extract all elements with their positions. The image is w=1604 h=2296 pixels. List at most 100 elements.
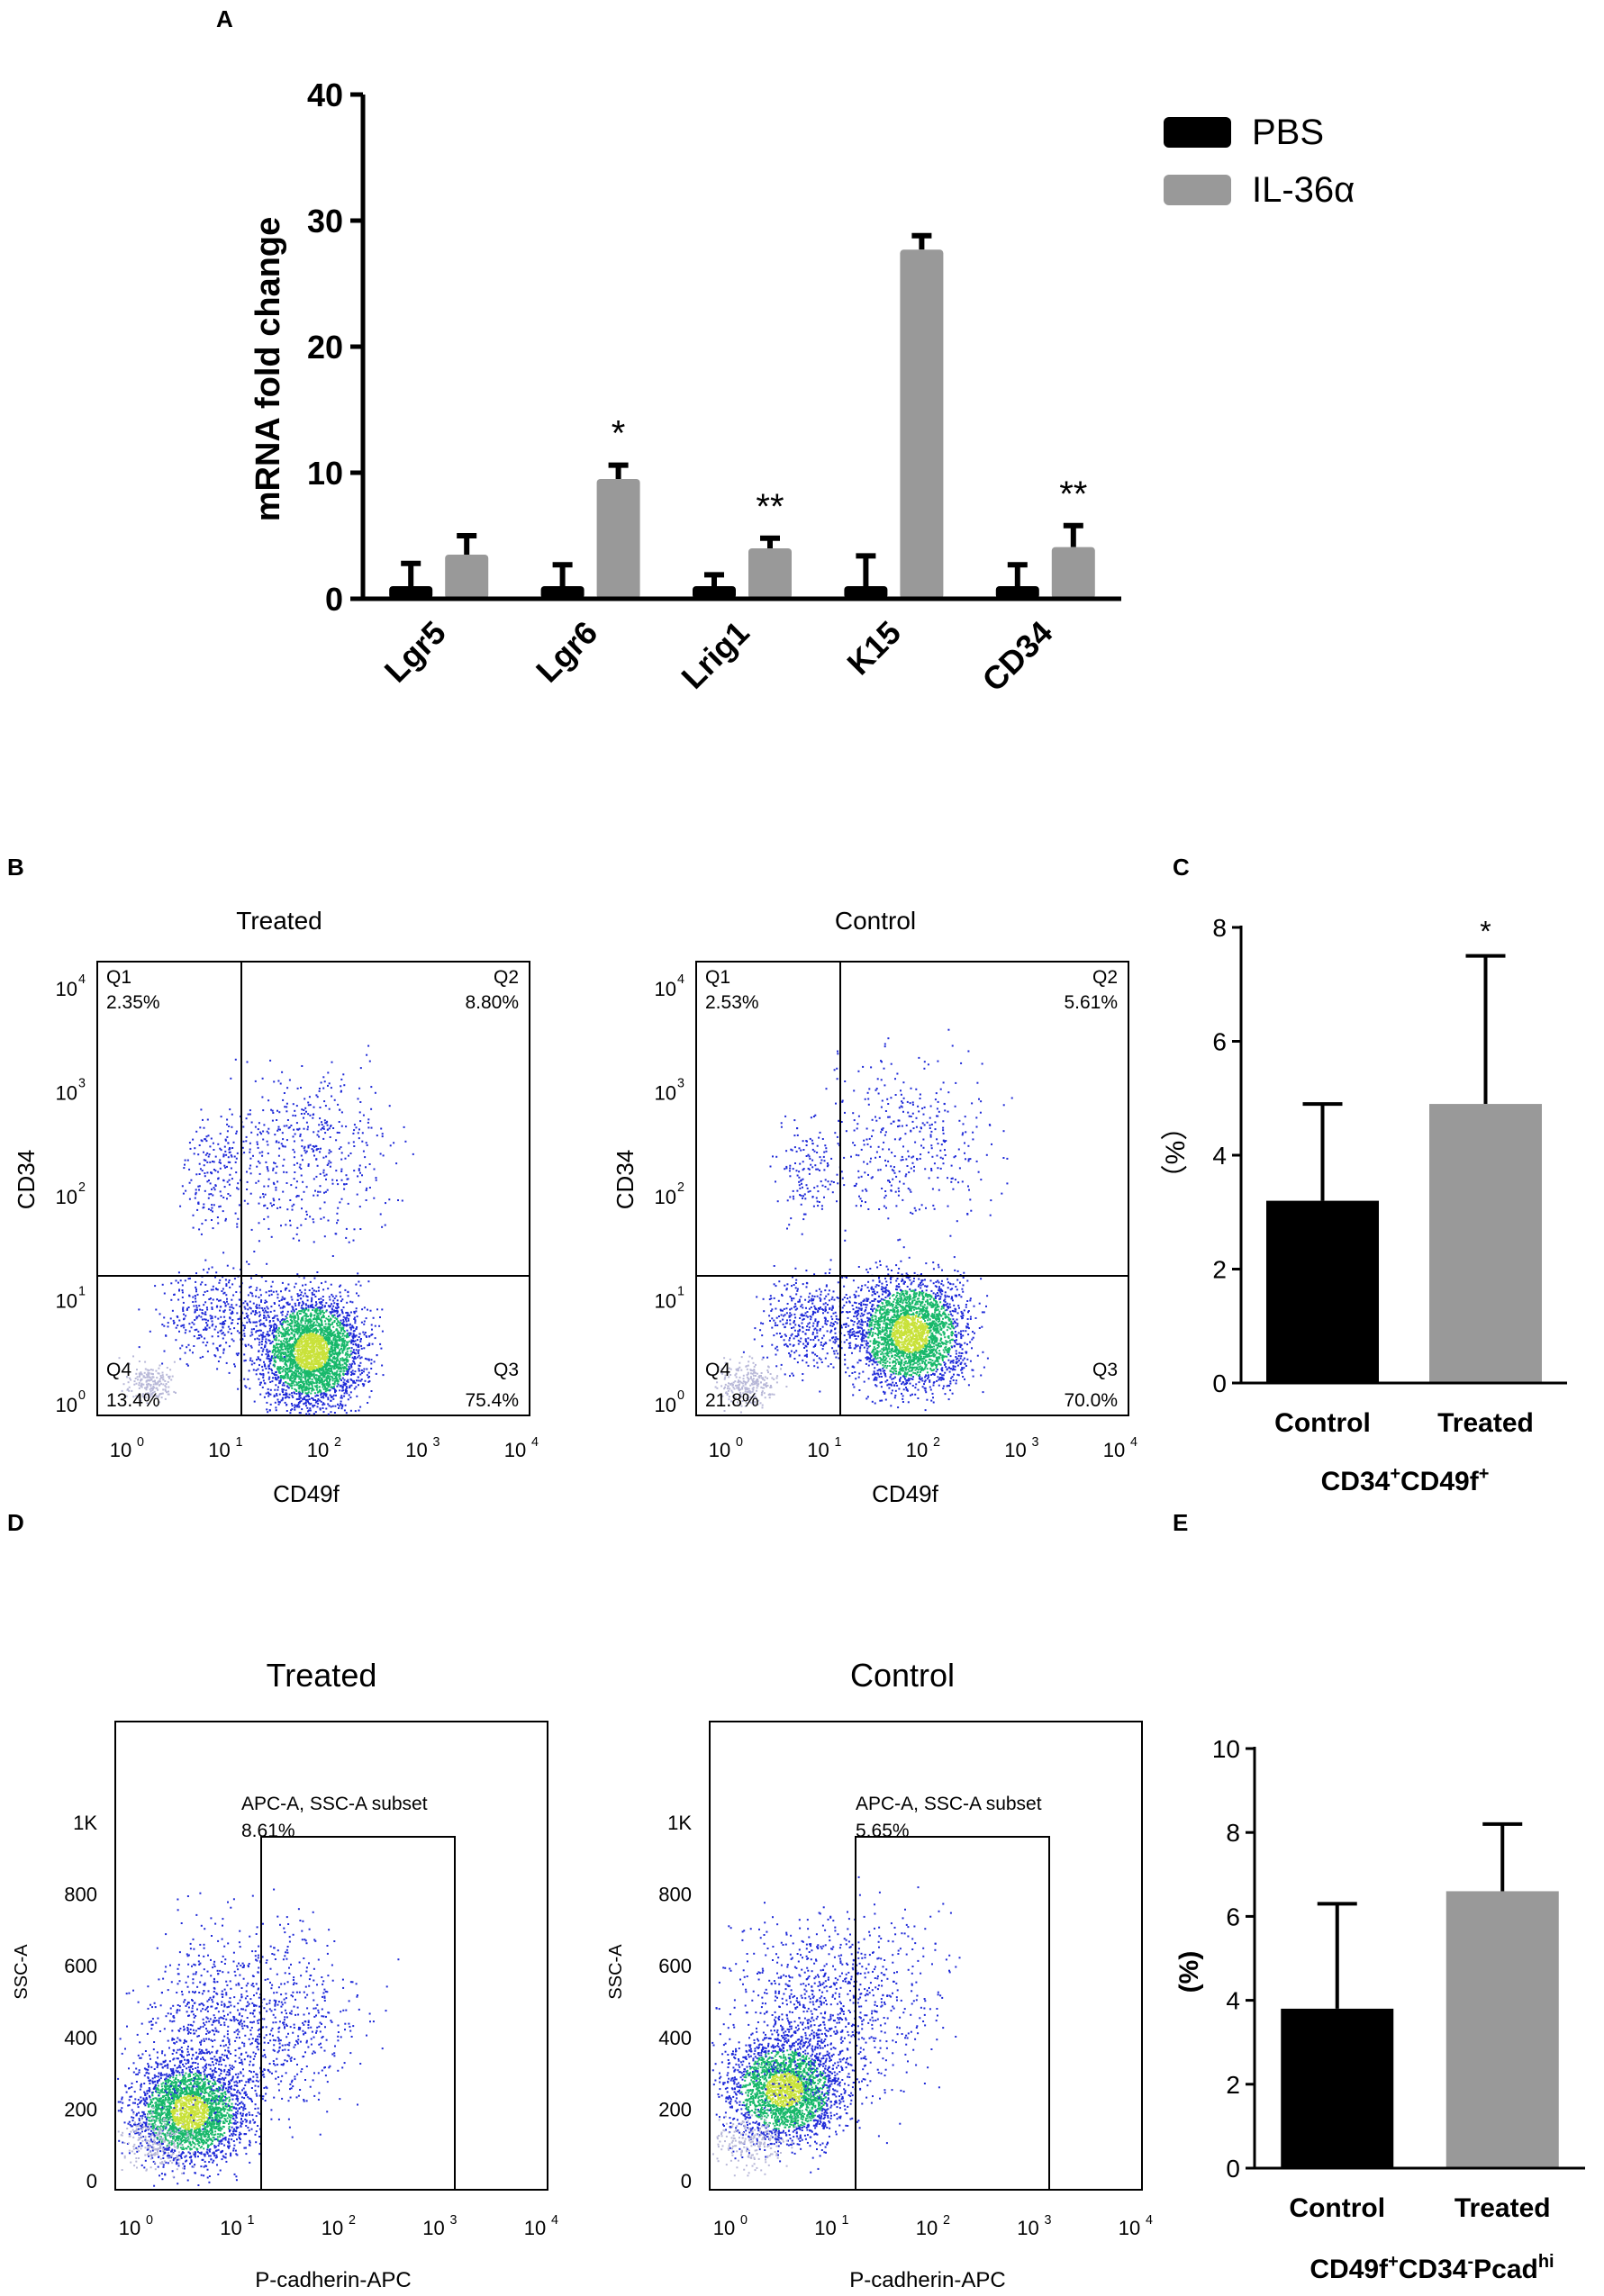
flow-event-dot <box>260 1341 263 1342</box>
flow-event-dot <box>271 1317 274 1320</box>
flow-event-dot <box>359 1340 362 1342</box>
flow-event-dot <box>326 1336 329 1339</box>
flow-event-dot <box>286 1326 289 1329</box>
flow-event-dot <box>258 1338 260 1341</box>
flow-event-dot <box>336 1212 339 1215</box>
flow-event-dot <box>285 1338 288 1341</box>
flow-event-dot <box>227 1193 230 1195</box>
flow-event-dot <box>349 1385 351 1388</box>
flow-event-dot <box>159 1313 161 1315</box>
flow-event-dot <box>248 1263 250 1266</box>
flow-event-dot <box>313 1194 315 1197</box>
flow-event-dot <box>895 1285 898 1288</box>
flow-event-dot <box>281 1306 284 1309</box>
flow-event-dot <box>270 1235 273 1238</box>
flow-event-dot <box>273 1199 276 1202</box>
flow-event-dot <box>322 1334 324 1337</box>
flow-event-dot <box>304 1378 307 1379</box>
flow-event-dot <box>276 1207 279 1209</box>
flow-event-dot <box>184 1163 186 1166</box>
flow-event-dot <box>354 1322 357 1324</box>
flow-event-dot <box>329 1339 331 1342</box>
flow-event-dot <box>186 1346 188 1349</box>
flow-event-dot <box>324 1335 327 1338</box>
flow-event-dot <box>300 1351 303 1354</box>
flow-event-dot <box>282 1332 285 1334</box>
flow-event-dot <box>297 1327 300 1330</box>
flow-event-dot <box>276 1395 278 1397</box>
flow-event-dot <box>397 1199 399 1201</box>
flow-event-dot <box>323 1358 326 1360</box>
flow-event-dot <box>362 1385 365 1388</box>
flow-event-dot <box>268 1294 271 1297</box>
flow-event-dot <box>184 1279 186 1282</box>
flow-event-dot <box>262 1109 265 1112</box>
flow-event-dot <box>294 1324 296 1326</box>
flow-event-dot <box>343 1360 346 1362</box>
flow-event-dot <box>309 1114 312 1116</box>
flow-event-dot <box>335 1377 338 1379</box>
flow-event-dot <box>327 1369 330 1370</box>
flow-event-dot <box>300 1373 303 1376</box>
flow-event-dot <box>313 1364 315 1367</box>
flow-event-dot <box>344 1288 347 1291</box>
flow-event-dot <box>314 1328 317 1331</box>
flow-event-dot <box>281 1377 284 1379</box>
flow-event-dot <box>249 1321 252 1324</box>
flow-event-dot <box>222 1180 225 1182</box>
flow-event-dot <box>299 1333 302 1335</box>
flow-event-dot <box>142 1396 144 1398</box>
flow-event-dot <box>345 1386 348 1388</box>
flow-event-dot <box>231 1338 233 1341</box>
flow-event-dot <box>202 1355 204 1358</box>
flow-event-dot <box>206 1271 209 1274</box>
flow-event-dot <box>231 1312 234 1315</box>
flow-event-dot <box>135 1395 138 1397</box>
flow-event-dot <box>267 1364 270 1367</box>
flow-event-dot <box>334 1361 337 1364</box>
flow-event-dot <box>210 1317 213 1320</box>
flow-event-dot <box>212 1323 214 1325</box>
flow-event-dot <box>164 1389 167 1392</box>
flow-event-dot <box>342 1339 344 1342</box>
flow-event-dot <box>313 1131 315 1134</box>
flow-event-dot <box>266 1333 268 1336</box>
flow-event-dot <box>223 1309 226 1312</box>
flow-event-dot <box>242 1324 245 1326</box>
flow-event-dot <box>332 1337 335 1340</box>
flow-event-dot <box>316 1315 319 1318</box>
flow-event-dot <box>266 1348 268 1351</box>
panel-a-ytick-label: 30 <box>307 203 343 240</box>
flow-event-dot <box>272 1181 275 1184</box>
flow-event-dot <box>281 1332 284 1334</box>
flow-event-dot <box>347 1347 349 1350</box>
flow-event-dot <box>355 1342 357 1345</box>
flow-event-dot <box>295 1342 297 1345</box>
flow-event-dot <box>324 1122 327 1125</box>
flow-event-dot <box>313 1293 315 1296</box>
flow-event-dot <box>222 1252 225 1254</box>
flow-event-dot <box>942 1385 945 1388</box>
flow-event-dot <box>312 1406 314 1408</box>
flow-event-dot <box>353 1170 356 1172</box>
flow-event-dot <box>353 1381 356 1384</box>
flow-event-dot <box>380 1127 383 1130</box>
flow-event-dot <box>373 1360 376 1363</box>
flow-event-dot <box>280 1375 283 1377</box>
flow-event-dot <box>355 1386 358 1388</box>
flow-event-dot <box>304 1374 306 1377</box>
flow-event-dot <box>336 1336 339 1339</box>
flow-event-dot <box>920 1365 922 1368</box>
flow-event-dot <box>160 1382 162 1385</box>
flow-event-dot <box>345 1324 347 1326</box>
flow-event-dot <box>301 1065 304 1067</box>
flow-event-dot <box>882 1316 884 1319</box>
flow-event-dot <box>328 1380 331 1383</box>
flow-event-dot <box>263 1335 266 1338</box>
flow-event-dot <box>246 1189 249 1190</box>
flow-event-dot <box>344 1404 347 1406</box>
flow-event-dot <box>355 1327 358 1330</box>
flow-event-dot <box>346 1380 349 1383</box>
flow-event-dot <box>276 1317 279 1320</box>
flow-event-dot <box>307 1322 310 1324</box>
